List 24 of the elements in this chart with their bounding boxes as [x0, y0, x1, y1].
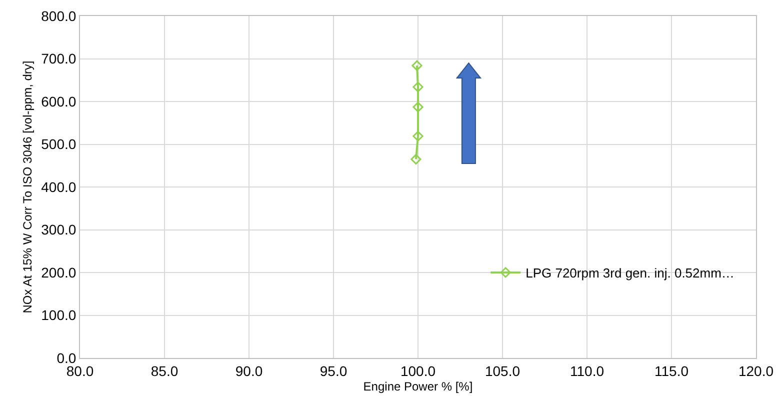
point: [412, 82, 424, 92]
legend-label: LPG 720rpm 3rd gen. inj. 0.52mm…: [526, 266, 734, 281]
y-tick-label: 300.0: [41, 222, 76, 238]
x-tick-label: 115.0: [654, 362, 689, 379]
y-tick-label: 200.0: [41, 264, 76, 280]
x-tick-label: 100.0: [400, 362, 436, 379]
x-axis-title: Engine Power % [%]: [363, 380, 473, 394]
point: [412, 102, 424, 112]
y-axis-title: NOx At 15% W Corr To ISO 3046 [vol-ppm, dry]: [20, 60, 34, 314]
y-tick-label: 800.0: [41, 8, 76, 24]
x-tick-label: 105.0: [484, 362, 520, 379]
y-tick-label: 500.0: [41, 136, 76, 152]
point: [412, 60, 422, 71]
y-tick-label: 100.0: [41, 307, 76, 324]
point: [412, 130, 424, 142]
x-tick-label: 110.0: [570, 362, 604, 379]
point: [410, 154, 422, 165]
x-tick-label: 85.0: [150, 362, 178, 379]
x-tick-label: 90.0: [235, 362, 263, 379]
y-tick-label: 600.0: [41, 93, 76, 110]
x-tick-label: 120.0: [738, 362, 774, 379]
y-tick-label: 700.0: [41, 50, 76, 67]
x-tick-label: 95.0: [320, 362, 348, 379]
y-tick-label: 400.0: [41, 178, 76, 195]
